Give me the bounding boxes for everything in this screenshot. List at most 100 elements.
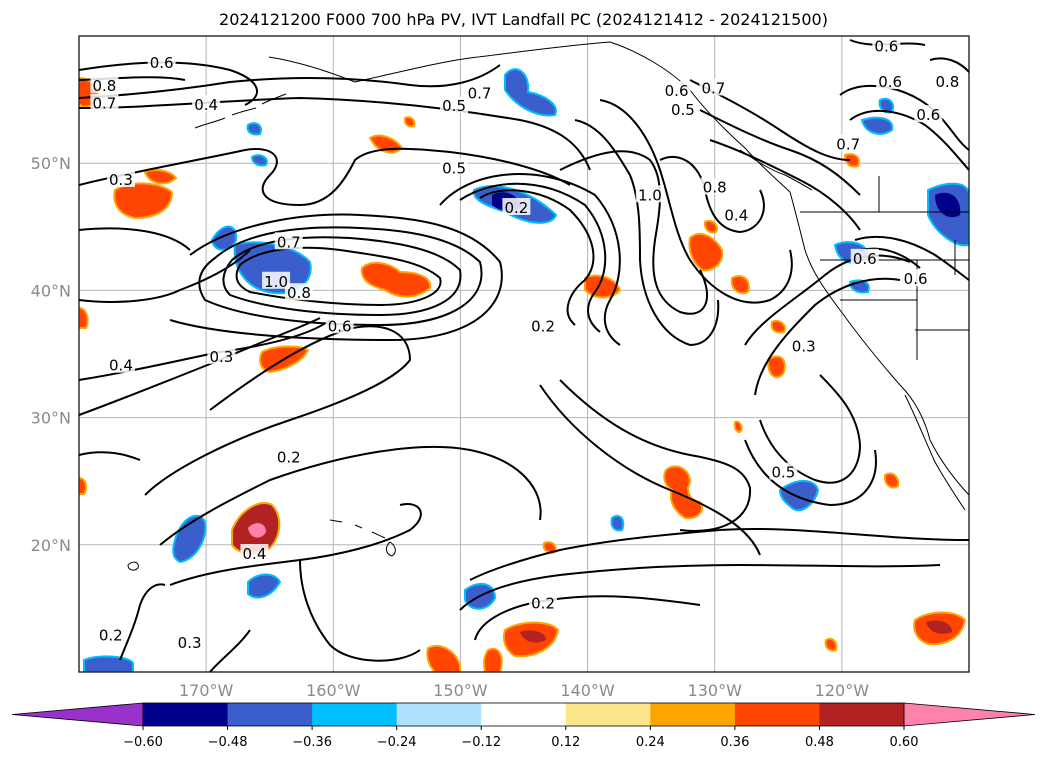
border-states: [820, 240, 969, 360]
positive-anomaly: [926, 620, 952, 634]
coastline-alaska: [268, 41, 791, 193]
contour-label: 0.8: [92, 77, 116, 95]
contour-label: 0.7: [836, 135, 860, 153]
contour-label: 0.6: [150, 54, 174, 72]
pv-contour: [169, 503, 422, 586]
contour-label-bg: [274, 232, 303, 250]
contour-label-bg: [106, 170, 135, 188]
border-us-canada: [800, 176, 969, 213]
contour-label-bg: [933, 72, 962, 90]
negative-anomaly: [935, 192, 961, 218]
positive-anomaly: [733, 420, 743, 434]
contour-label: 0.7: [277, 233, 301, 251]
pv-anomaly-fills: [79, 68, 969, 672]
contour-label: 1.0: [264, 273, 288, 291]
pv-contour: [235, 246, 442, 307]
pv-contour: [574, 119, 720, 347]
colorbar-segment: [312, 703, 398, 726]
pv-contour: [459, 182, 607, 333]
contour-label: 0.5: [671, 101, 695, 119]
contour-label-bg: [106, 355, 135, 373]
contour-label: 0.4: [243, 545, 267, 563]
contour-label: 0.6: [916, 106, 940, 124]
lon-tick-label: 160°W: [306, 681, 361, 700]
axis-labels: 170°W 160°W 150°W 140°W 130°W 120°W 20°N 30°N 40…: [31, 154, 870, 700]
pv-contour: [79, 227, 191, 251]
colorbar-segment: [650, 703, 736, 726]
colorbar-tick-label: −0.12: [461, 735, 501, 750]
positive-anomaly: [688, 232, 724, 272]
positive-anomaly: [426, 645, 461, 672]
contour-label-bg: [699, 78, 728, 96]
lon-tick-label: 170°W: [179, 681, 234, 700]
negative-anomaly: [83, 655, 134, 672]
pv-contour: [198, 226, 483, 327]
contour-label-bg: [48, 502, 76, 519]
contour-label: 0.6: [904, 270, 928, 288]
pv-contour: [759, 374, 862, 484]
colorbar-tick-label: −0.24: [377, 735, 417, 750]
pv-contour: [209, 629, 251, 672]
map-frame: [78, 35, 970, 673]
negative-anomaly: [172, 514, 207, 564]
contour-label: 0.6: [665, 82, 689, 100]
contour-label-bg: [876, 72, 905, 90]
positive-anomaly: [520, 630, 546, 643]
colorbar-segment: [565, 703, 651, 726]
positive-anomaly: [843, 153, 861, 168]
pv-contour: [144, 325, 412, 496]
chart-title: 2024121200 F000 700 hPa PV, IVT Landfall…: [219, 10, 828, 29]
colorbar-tick-label: −0.60: [123, 735, 163, 750]
positive-anomaly: [79, 476, 88, 495]
contour-label-bg: [465, 83, 494, 101]
contour-label-bg: [284, 283, 313, 301]
contour-label: 0.8: [935, 73, 959, 91]
positive-anomaly: [883, 472, 900, 489]
contour-labels: 0.80.70.60.4 0.50.50.30.70.70.80.61.00.4 0…: [48, 36, 962, 652]
negative-anomaly: [246, 122, 262, 136]
pv-contour: [744, 254, 911, 346]
hawaii-islands: [329, 519, 396, 557]
contour-label: 0.3: [792, 338, 816, 356]
contour-label-bg: [789, 336, 818, 354]
contour-label: 0.5: [442, 160, 466, 178]
positive-anomaly: [483, 647, 503, 672]
contour-label: 0.7: [702, 79, 726, 97]
coastline-west-us: [789, 191, 969, 496]
lon-tick-label: 120°W: [815, 681, 870, 700]
colorbar-segment: [227, 703, 313, 726]
negative-anomaly: [247, 573, 282, 599]
contour-label-bg: [700, 177, 729, 195]
pv-contour: [79, 249, 251, 303]
colorbar-segment: [396, 703, 482, 726]
contour-label-bg: [769, 462, 798, 480]
contour-label: 0.8: [703, 179, 727, 197]
pv-contour: [929, 57, 969, 73]
colorbar-extend-high: [903, 702, 1036, 727]
pv-contours: [79, 39, 969, 672]
positive-anomaly: [113, 182, 174, 220]
map-content: 0.80.70.60.4 0.50.50.30.70.70.80.61.00.4 0…: [48, 36, 969, 672]
negative-anomaly: [250, 154, 268, 167]
contour-label: 0.5: [442, 97, 466, 115]
contour-label-bg: [662, 80, 691, 98]
pv-contour: [169, 213, 503, 342]
positive-anomaly: [703, 220, 718, 234]
pv-contour: [79, 147, 571, 207]
contour-label-bg: [502, 197, 531, 215]
contour-label: 0.6: [878, 73, 902, 91]
positive-anomaly: [79, 306, 89, 329]
coastlines: [127, 41, 969, 571]
colorbar-tick-label: 0.48: [805, 735, 834, 750]
pv-contour: [854, 235, 969, 281]
negative-anomaly: [860, 116, 894, 135]
positive-anomaly: [248, 523, 266, 538]
pv-contour: [119, 583, 166, 661]
colorbar-tick-label: 0.36: [720, 735, 749, 750]
pv-contour: [744, 439, 877, 507]
negative-anomaly: [504, 68, 557, 117]
contour-label-bg: [834, 134, 863, 152]
small-island: [127, 561, 139, 571]
pv-contour: [479, 189, 595, 326]
